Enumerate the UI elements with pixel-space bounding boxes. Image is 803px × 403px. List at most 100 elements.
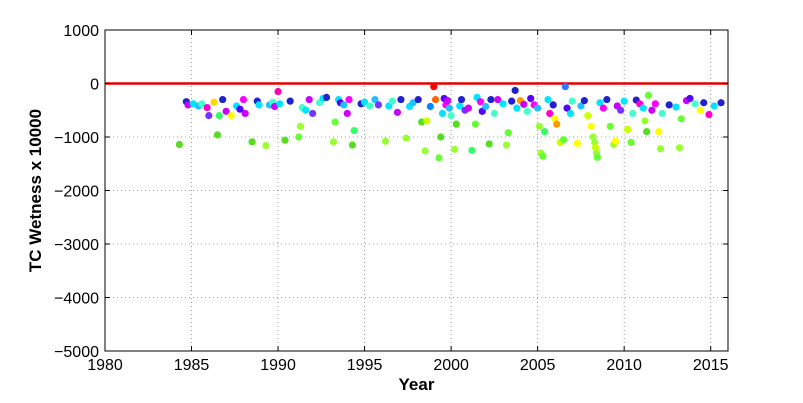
- x-tick-label: 1995: [347, 357, 383, 374]
- data-point: [360, 98, 369, 106]
- data-point: [456, 102, 464, 110]
- data-point: [523, 107, 531, 115]
- data-point: [331, 118, 339, 126]
- data-point: [568, 97, 576, 105]
- data-point: [241, 109, 249, 118]
- data-point: [309, 109, 317, 118]
- data-point: [643, 128, 651, 136]
- data-point: [295, 133, 303, 141]
- data-point: [700, 99, 708, 107]
- x-tick-label: 2000: [433, 357, 469, 374]
- data-point: [534, 104, 542, 112]
- data-point: [236, 105, 244, 113]
- data-point: [672, 103, 680, 111]
- data-point: [539, 152, 547, 160]
- y-tick-label: 0: [90, 77, 99, 94]
- data-point: [248, 138, 256, 146]
- data-point: [175, 140, 184, 149]
- data-point: [329, 138, 338, 146]
- data-point: [705, 110, 713, 119]
- x-axis-ticks: 1980 1985 1990 1995 2000 2005 2010 2015: [87, 30, 729, 374]
- data-point: [388, 97, 396, 105]
- data-point: [592, 144, 600, 152]
- data-point: [584, 112, 592, 120]
- data-point: [438, 109, 447, 118]
- data-point: [527, 94, 535, 103]
- data-point: [345, 95, 353, 104]
- data-point: [490, 109, 498, 118]
- data-point: [450, 145, 459, 153]
- data-point: [535, 122, 543, 130]
- data-point: [239, 95, 248, 104]
- data-point: [348, 141, 357, 149]
- data-point: [655, 128, 663, 136]
- data-point: [447, 112, 455, 120]
- data-point: [452, 120, 460, 128]
- data-point: [591, 138, 599, 146]
- data-point: [544, 95, 552, 104]
- data-point: [464, 104, 473, 112]
- data-point: [587, 122, 595, 130]
- data-point: [651, 100, 659, 108]
- data-point: [639, 104, 647, 112]
- data-point: [644, 91, 652, 99]
- data-point: [710, 102, 718, 110]
- x-tick-label: 1985: [174, 357, 210, 374]
- data-point: [627, 138, 635, 146]
- data-point: [286, 97, 294, 105]
- data-point: [305, 95, 313, 104]
- x-tick-label: 1990: [260, 357, 296, 374]
- data-point: [423, 117, 431, 125]
- data-point: [549, 101, 557, 109]
- data-point: [686, 94, 694, 103]
- data-point: [511, 86, 519, 95]
- data-point: [677, 115, 685, 123]
- data-point: [222, 107, 230, 115]
- data-point: [350, 126, 358, 135]
- data-point: [580, 97, 588, 105]
- data-point: [213, 131, 222, 139]
- data-point: [563, 104, 571, 112]
- data-point: [561, 83, 569, 91]
- data-point: [596, 99, 604, 107]
- data-point: [402, 134, 410, 142]
- data-point: [577, 102, 585, 110]
- data-point: [566, 109, 575, 118]
- y-tick-label: −1000: [54, 130, 99, 147]
- data-point: [658, 109, 666, 118]
- data-point: [573, 139, 582, 148]
- data-point: [513, 104, 521, 112]
- data-points: [175, 83, 725, 162]
- data-point: [426, 102, 434, 111]
- data-point: [471, 120, 479, 128]
- grid: [105, 30, 728, 351]
- data-point: [435, 154, 443, 162]
- data-point: [366, 102, 374, 110]
- data-point: [476, 98, 485, 106]
- data-point: [696, 106, 704, 114]
- data-point: [494, 95, 502, 104]
- y-tick-label: −3000: [54, 237, 99, 254]
- data-point: [487, 95, 495, 104]
- y-tick-label: −4000: [54, 291, 99, 308]
- data-point: [504, 129, 512, 137]
- data-point: [546, 109, 554, 118]
- data-point: [499, 100, 507, 108]
- data-point: [559, 136, 568, 144]
- data-point: [205, 112, 213, 120]
- data-point: [262, 141, 270, 150]
- data-point: [445, 104, 453, 112]
- y-tick-label: −5000: [54, 344, 99, 361]
- data-point: [274, 87, 282, 96]
- y-tick-label: −2000: [54, 184, 99, 201]
- data-point: [675, 144, 684, 152]
- data-point: [611, 137, 620, 145]
- data-point: [397, 95, 405, 104]
- data-point: [393, 108, 402, 116]
- data-point: [227, 112, 235, 120]
- data-point: [374, 101, 383, 109]
- data-point: [322, 93, 331, 102]
- data-point: [691, 100, 699, 108]
- data-point: [629, 109, 637, 118]
